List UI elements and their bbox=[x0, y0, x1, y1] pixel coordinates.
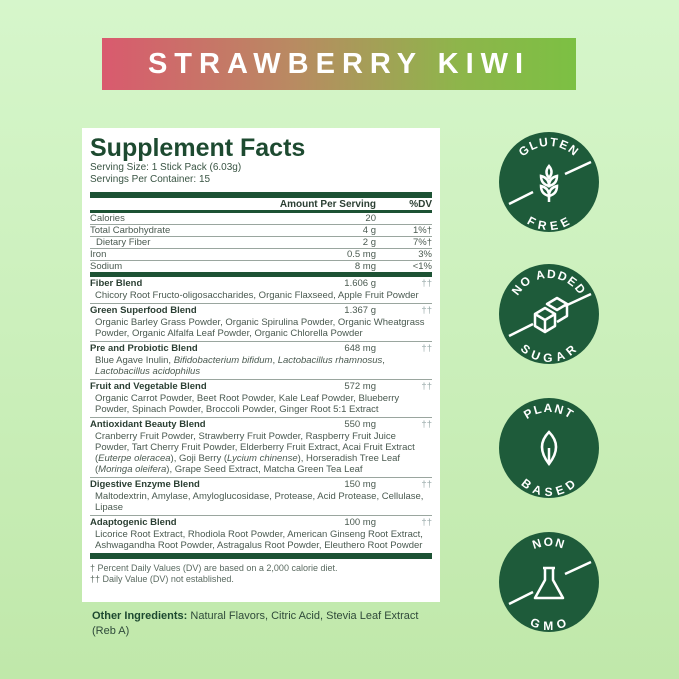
blend-name: Pre and Probiotic Blend bbox=[90, 343, 198, 354]
badge-non-gmo: NON GMO bbox=[499, 532, 599, 633]
nutrient-row: Total Carbohydrate 4 g 1%† bbox=[90, 225, 432, 237]
wheat-icon bbox=[539, 164, 559, 202]
blend-name: Digestive Enzyme Blend bbox=[90, 479, 200, 490]
sugar-cubes-icon bbox=[533, 296, 569, 334]
blend-name: Green Superfood Blend bbox=[90, 305, 197, 316]
blend-ingredients: Organic Carrot Powder, Beet Root Powder,… bbox=[95, 393, 400, 415]
blend-amount: 572 mg bbox=[344, 381, 376, 392]
blend-ingredients: Licorice Root Extract, Rhodiola Root Pow… bbox=[95, 529, 423, 551]
nutrient-dv: 1%† bbox=[412, 225, 432, 236]
badge-gluten-free: GLUTEN FREE bbox=[499, 132, 599, 233]
blend-ingredients: Blue Agave Inulin, Bifidobacterium bifid… bbox=[95, 355, 385, 377]
dv-header: %DV bbox=[409, 198, 432, 210]
blend-dv: †† bbox=[421, 343, 432, 354]
flavor-banner: STRAWBERRY KIWI bbox=[102, 38, 576, 90]
blend-dv: †† bbox=[421, 517, 432, 528]
blend-dv: †† bbox=[421, 419, 432, 430]
other-ingredients: Other Ingredients: Natural Flavors, Citr… bbox=[82, 609, 437, 639]
nutrient-amount: 4 g bbox=[362, 225, 376, 236]
footnote: † Percent Daily Values (DV) are based on… bbox=[90, 563, 338, 573]
nutrient-name: Iron bbox=[90, 249, 107, 260]
blend-name: Antioxidant Beauty Blend bbox=[90, 419, 206, 430]
blend-amount: 550 mg bbox=[344, 419, 376, 430]
flavor-title: STRAWBERRY KIWI bbox=[147, 47, 531, 80]
blend-row: Fiber Blend 1.606 g †† Chicory Root Fructo-… bbox=[90, 277, 432, 304]
blend-amount: 648 mg bbox=[344, 343, 376, 354]
blend-row: Antioxidant Beauty Blend 550 mg †† Cranberr… bbox=[90, 418, 432, 478]
svg-text:PLANT: PLANT bbox=[521, 401, 577, 422]
blend-ingredients: Chicory Root Fructo-oligosaccharides, Or… bbox=[95, 290, 419, 301]
blend-name: Fiber Blend bbox=[90, 278, 143, 289]
amount-header: Amount Per Serving bbox=[279, 198, 376, 210]
column-header: Amount Per Serving %DV bbox=[90, 198, 432, 213]
supplement-facts-panel: Supplement Facts Serving Size: 1 Stick P… bbox=[82, 128, 440, 602]
blend-dv: †† bbox=[421, 278, 432, 289]
blend-dv: †† bbox=[421, 479, 432, 490]
badge-plant-based: PLANT BASED bbox=[499, 398, 599, 499]
facts-title: Supplement Facts bbox=[90, 134, 306, 162]
nutrient-amount: 20 bbox=[365, 213, 376, 224]
blend-name: Adaptogenic Blend bbox=[90, 517, 177, 528]
nutrient-dv: 3% bbox=[418, 249, 432, 260]
blend-ingredients: Organic Barley Grass Powder, Organic Spi… bbox=[95, 317, 425, 339]
blend-amount: 1.367 g bbox=[344, 305, 376, 316]
divider bbox=[90, 192, 432, 198]
svg-text:NON: NON bbox=[531, 535, 568, 552]
blend-amount: 100 mg bbox=[344, 517, 376, 528]
nutrient-row: Iron 0.5 mg 3% bbox=[90, 249, 432, 261]
facts-column: Supplement Facts Serving Size: 1 Stick P… bbox=[82, 128, 440, 639]
blend-row: Digestive Enzyme Blend 150 mg †† Maltodextr… bbox=[90, 478, 432, 516]
flask-icon bbox=[533, 566, 565, 600]
blend-ingredients: Maltodextrin, Amylase, Amyloglucosidase,… bbox=[95, 491, 424, 513]
blend-row: Adaptogenic Blend 100 mg †† Licorice Root E… bbox=[90, 516, 432, 559]
blend-dv: †† bbox=[421, 305, 432, 316]
nutrient-dv: 7%† bbox=[412, 237, 432, 248]
serving-size: Serving Size: 1 Stick Pack (6.03g) bbox=[90, 162, 242, 173]
servings-per-container: Servings Per Container: 15 bbox=[90, 174, 211, 185]
other-ingredients-text: Natural Flavors, Citric Acid, Stevia Lea… bbox=[92, 610, 419, 637]
blend-name: Fruit and Vegetable Blend bbox=[90, 381, 207, 392]
blend-row: Green Superfood Blend 1.367 g †† Organic Ba… bbox=[90, 304, 432, 342]
blend-amount: 1.606 g bbox=[344, 278, 376, 289]
blend-amount: 150 mg bbox=[344, 479, 376, 490]
blend-row: Pre and Probiotic Blend 648 mg †† Blue Agav… bbox=[90, 342, 432, 380]
footnote: †† Daily Value (DV) not established. bbox=[90, 574, 234, 584]
nutrient-name: Total Carbohydrate bbox=[90, 225, 171, 236]
nutrient-amount: 0.5 mg bbox=[346, 249, 376, 260]
nutrient-dv: <1% bbox=[412, 261, 432, 272]
blend-row: Fruit and Vegetable Blend 572 mg †† Organic… bbox=[90, 380, 432, 418]
nutrient-row: Calories 20 bbox=[90, 213, 432, 225]
badge-no-added-sugar: NO ADDED SUGAR bbox=[499, 264, 599, 365]
badge-top-text: NON bbox=[531, 535, 566, 552]
blend-ingredients: Cranberry Fruit Powder, Strawberry Fruit… bbox=[95, 431, 415, 475]
nutrient-name: Sodium bbox=[90, 261, 123, 272]
nutrient-row: Sodium 8 mg <1% bbox=[90, 261, 432, 277]
nutrient-row: Dietary Fiber 2 g 7%† bbox=[90, 237, 432, 249]
blend-dv: †† bbox=[421, 381, 432, 392]
leaf-icon bbox=[540, 430, 558, 467]
nutrient-name: Dietary Fiber bbox=[96, 237, 151, 248]
nutrient-amount: 8 mg bbox=[354, 261, 376, 272]
nutrient-amount: 2 g bbox=[362, 237, 376, 248]
badge-top-text: PLANT bbox=[521, 401, 575, 422]
other-ingredients-label: Other Ingredients: bbox=[92, 610, 188, 622]
nutrient-name: Calories bbox=[90, 213, 125, 224]
